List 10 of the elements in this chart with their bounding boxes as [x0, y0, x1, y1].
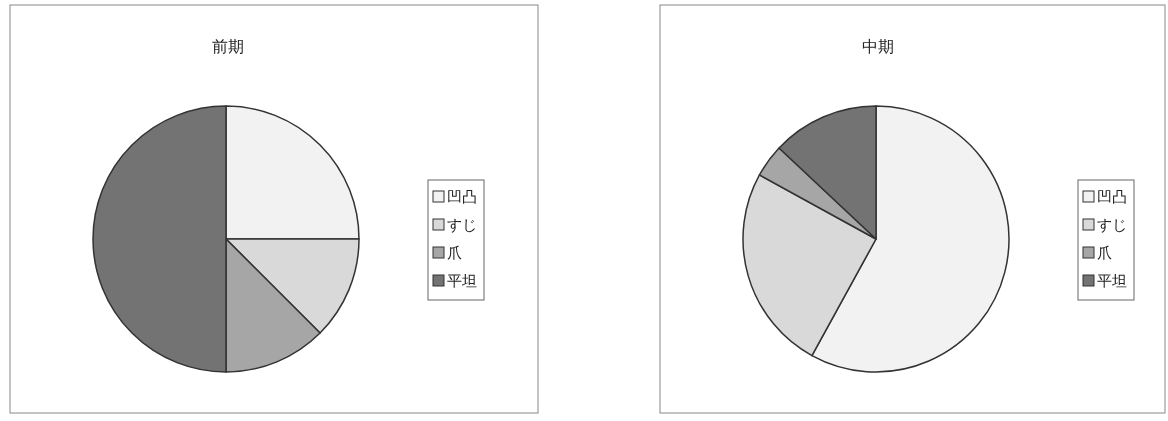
legend-label: 爪	[1097, 244, 1112, 262]
legend-label: 平坦	[1097, 272, 1127, 290]
legend-label: すじ	[1097, 216, 1127, 234]
legend-label: 凹凸	[447, 188, 477, 206]
legend-label: 凹凸	[1097, 188, 1127, 206]
legend-label: 爪	[447, 244, 462, 262]
legend-label: 平坦	[447, 272, 477, 290]
chart-title: 中期	[862, 37, 894, 56]
chart-title: 前期	[212, 37, 244, 56]
legend-label: すじ	[447, 216, 477, 234]
